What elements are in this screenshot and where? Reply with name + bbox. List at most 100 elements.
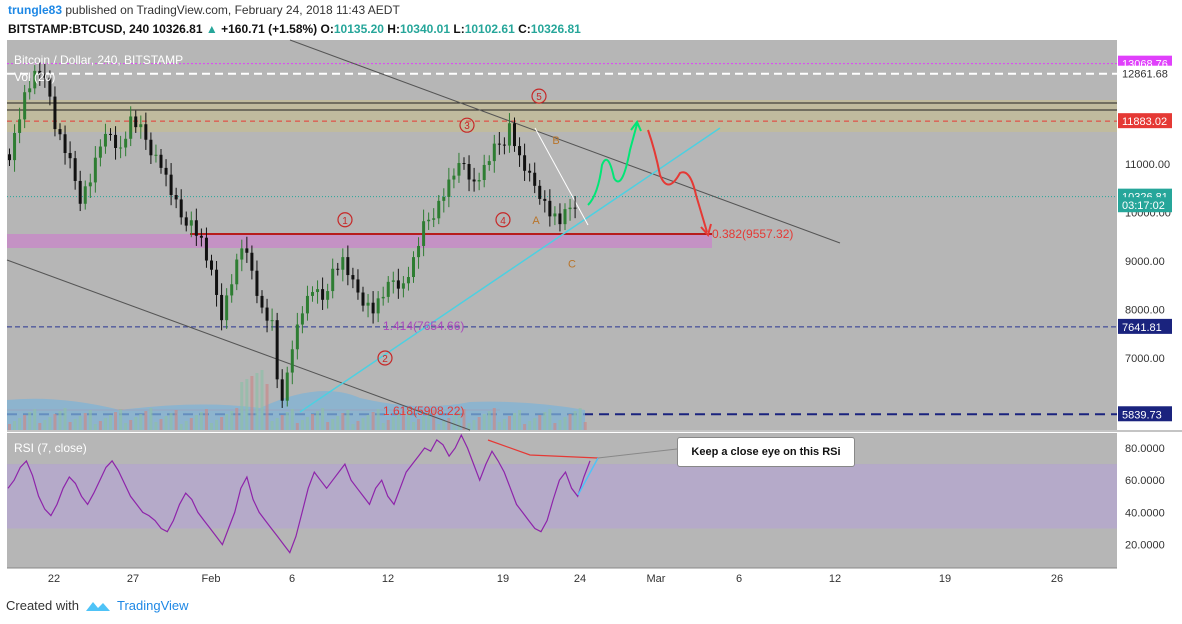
rsi-band xyxy=(7,464,1117,529)
volume-bar xyxy=(210,423,213,430)
author-name[interactable]: trungle83 xyxy=(8,3,63,17)
volume-bar xyxy=(502,419,506,430)
volume-bar xyxy=(129,420,133,430)
candle-body xyxy=(376,298,380,314)
candle-body xyxy=(563,209,567,225)
volume-bar xyxy=(583,422,587,430)
volume-bar xyxy=(179,424,183,430)
price-tag-box xyxy=(1118,318,1172,334)
wave-circle xyxy=(495,212,511,228)
tradingview-brand[interactable]: TradingView xyxy=(116,598,189,613)
volume-bar xyxy=(361,418,365,430)
price-tag: 12861.68 xyxy=(1122,69,1168,81)
candle-body xyxy=(427,219,431,222)
volume-bar xyxy=(184,421,188,430)
resistance-zone xyxy=(7,100,1117,132)
volume-bar xyxy=(477,417,481,430)
candle-body xyxy=(144,124,148,140)
volume-bar xyxy=(13,421,17,430)
volume-bar xyxy=(48,417,52,430)
last-price: 10326.81 xyxy=(152,22,203,36)
volume-bar xyxy=(538,415,542,430)
candle-body xyxy=(336,268,340,270)
candle-body xyxy=(543,198,547,201)
time-tick-label: 6 xyxy=(289,573,295,585)
candle-body xyxy=(8,154,11,161)
candle-body xyxy=(533,172,537,186)
volume-bar xyxy=(134,417,138,430)
volume-bar xyxy=(225,414,229,430)
candle-body xyxy=(280,379,284,401)
time-tick-label: Mar xyxy=(647,573,666,585)
candle-body xyxy=(38,70,42,75)
candle-body xyxy=(199,235,203,238)
wave-label: B xyxy=(552,135,559,147)
volume-bar xyxy=(154,422,158,430)
high-value: 10340.01 xyxy=(399,22,451,36)
candle-body xyxy=(346,257,350,276)
candle-body xyxy=(462,163,466,165)
volume-bar xyxy=(280,415,284,430)
candle-body xyxy=(472,179,476,182)
rsi-tick-label: 40.0000 xyxy=(1125,507,1165,519)
volume-bar xyxy=(58,411,62,430)
rsi-tick-label: 80.0000 xyxy=(1125,443,1165,455)
candle-body xyxy=(139,124,143,128)
volume-bar xyxy=(204,409,208,430)
volume-bar xyxy=(300,420,304,430)
candle-body xyxy=(250,252,254,271)
volume-bar xyxy=(336,416,340,430)
callout-pointer xyxy=(597,448,678,459)
volume-bar xyxy=(189,418,193,430)
rsi-projection xyxy=(577,457,599,496)
volume-bar xyxy=(305,417,309,430)
volume-bar xyxy=(240,382,244,430)
volume-bar xyxy=(245,379,249,430)
volume-bar xyxy=(98,421,102,430)
candle-body xyxy=(568,207,572,210)
wave-label: 1 xyxy=(342,216,348,227)
arrow-head-icon xyxy=(700,223,712,238)
volume-bar xyxy=(63,408,67,430)
volume-bar xyxy=(381,423,385,430)
chart-title: Bitcoin / Dollar, 240, BITSTAMP xyxy=(14,53,183,67)
price-tick-label: 11000.00 xyxy=(1125,159,1170,171)
volume-bar xyxy=(114,412,118,430)
rsi-label: RSI (7, close) xyxy=(14,441,87,455)
volume-bar xyxy=(78,416,82,430)
volume-bar xyxy=(144,411,148,430)
open-label: O: xyxy=(320,22,334,36)
candle-body xyxy=(341,257,345,270)
high-label: H: xyxy=(387,22,400,36)
candle-body xyxy=(467,164,471,180)
volume-bar xyxy=(159,419,163,430)
volume-bar xyxy=(250,376,254,430)
candle-body xyxy=(169,174,173,196)
wave-circle xyxy=(337,212,353,228)
volume-bar xyxy=(23,415,27,430)
time-tick-label: 24 xyxy=(574,573,586,585)
time-tick-label: 6 xyxy=(736,573,742,585)
candle-body xyxy=(149,139,153,156)
candle-body xyxy=(194,220,198,236)
support-zone xyxy=(7,234,712,248)
volume-label: Vol (20) xyxy=(14,70,55,84)
volume-bar xyxy=(220,417,224,430)
candle-body xyxy=(361,292,365,306)
volume-bar xyxy=(83,413,87,430)
candle-body xyxy=(245,248,249,253)
candle-body xyxy=(220,294,224,321)
footer: Created with TradingView xyxy=(6,598,189,613)
rsi-tick-label: 60.0000 xyxy=(1125,475,1165,487)
candle-body xyxy=(316,289,320,293)
candle-body xyxy=(33,70,37,89)
candle-body xyxy=(103,133,107,147)
volume-bar xyxy=(386,420,390,430)
candle-body xyxy=(109,133,112,135)
volume-bar xyxy=(558,420,562,430)
price-tag: 7641.81 xyxy=(1122,322,1162,334)
time-tick-label: 19 xyxy=(497,573,509,585)
projection-up xyxy=(587,123,638,206)
tradingview-logo-icon xyxy=(85,601,110,611)
